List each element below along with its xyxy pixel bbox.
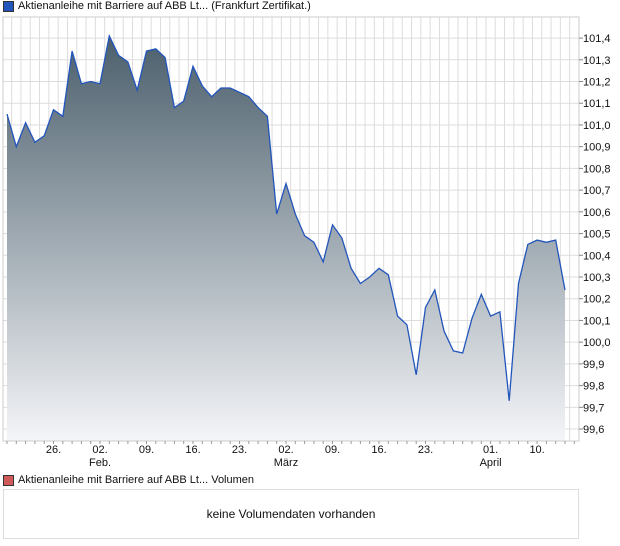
y-tick-label: 100,8 — [583, 163, 611, 175]
volume-empty-message: keine Volumendaten vorhanden — [206, 507, 376, 521]
y-tick-label: 100,9 — [583, 142, 611, 154]
y-tick-label: 101,2 — [583, 77, 611, 89]
x-tick-label: 09. — [325, 444, 340, 456]
volume-legend: Aktienanleihe mit Barriere auf ABB Lt...… — [3, 474, 254, 486]
y-tick-label: 100,5 — [583, 229, 611, 241]
price-legend-label: Aktienanleihe mit Barriere auf ABB Lt...… — [18, 0, 311, 12]
x-tick-label: 10. — [529, 444, 544, 456]
y-tick-label: 100,4 — [583, 250, 611, 262]
x-tick-label: 26. — [46, 444, 61, 456]
y-tick-label: 99,9 — [583, 359, 604, 371]
x-month-label: April — [480, 457, 502, 469]
price-legend-swatch — [3, 0, 14, 12]
y-tick-label: 101,4 — [583, 33, 611, 45]
x-tick-label: 23. — [418, 444, 433, 456]
y-tick-label: 100,0 — [583, 337, 611, 349]
volume-legend-label: Aktienanleihe mit Barriere auf ABB Lt...… — [18, 474, 255, 486]
x-tick-label: 16. — [185, 444, 200, 456]
y-tick-label: 101,1 — [583, 98, 611, 110]
y-tick-label: 100,2 — [583, 294, 611, 306]
x-month-label: März — [274, 457, 298, 469]
y-tick-label: 100,6 — [583, 207, 611, 219]
y-tick-label: 100,3 — [583, 272, 611, 284]
volume-legend-swatch — [3, 474, 14, 486]
y-tick-label: 100,7 — [583, 185, 611, 197]
price-line — [6, 33, 566, 401]
y-tick-label: 99,7 — [583, 402, 604, 414]
y-tick-label: 99,8 — [583, 381, 604, 393]
price-chart: 101,4 101,3 101,2 101,1 101,0 100,9 100,8 100,7… — [2, 16, 611, 469]
x-month-label: Feb. — [89, 457, 111, 469]
x-tick-label: 16. — [371, 444, 386, 456]
price-area — [7, 35, 565, 442]
x-tick-label: 23. — [232, 444, 247, 456]
y-tick-label: 101,3 — [583, 55, 611, 67]
y-tick-label: 100,1 — [583, 315, 611, 327]
x-tick-label: 02. — [278, 444, 293, 456]
x-tick-label: 01. — [483, 444, 498, 456]
plot-border — [2, 16, 580, 442]
x-tick-label: 02. — [92, 444, 107, 456]
x-tick-label: 09. — [139, 444, 154, 456]
volume-panel: keine Volumendaten vorhanden — [3, 489, 579, 539]
y-tick-label: 99,6 — [583, 424, 604, 436]
y-tick-label: 101,0 — [583, 120, 611, 132]
price-legend: Aktienanleihe mit Barriere auf ABB Lt...… — [3, 0, 311, 12]
